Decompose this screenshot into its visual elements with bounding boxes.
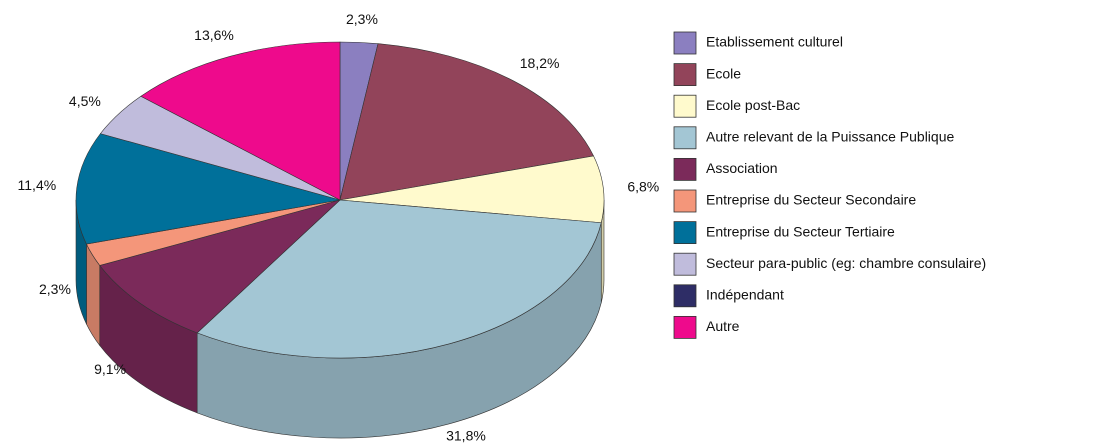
legend-label: Etablissement culturel <box>706 34 843 50</box>
legend-swatch <box>673 126 697 150</box>
slice <box>339 43 594 201</box>
data-label: 18,2% <box>520 55 560 71</box>
data-label: 13,6% <box>194 27 234 43</box>
legend-swatch <box>673 284 697 308</box>
legend-swatch <box>673 189 697 213</box>
slice <box>99 199 341 334</box>
data-label: 9,1% <box>94 361 126 377</box>
legend-label: Autre relevant de la Puissance Publique <box>706 129 954 145</box>
legend-label: Association <box>706 160 778 176</box>
legend-label: Entreprise du Secteur Tertiaire <box>706 223 895 239</box>
data-label: 2,3% <box>39 281 71 297</box>
slice <box>140 41 341 201</box>
legend-swatch <box>673 31 697 55</box>
legend-label: Ecole post-Bac <box>706 97 800 113</box>
legend-label: Indépendant <box>706 287 784 303</box>
legend-label: Secteur para-public (eg: chambre consula… <box>706 255 986 271</box>
legend-swatch <box>673 221 697 245</box>
legend-swatch <box>673 252 697 276</box>
legend-label: Ecole <box>706 65 741 81</box>
data-label: 6,8% <box>627 178 659 194</box>
legend-swatch <box>673 315 697 339</box>
legend-label: Entreprise du Secteur Secondaire <box>706 192 916 208</box>
slice <box>339 155 605 224</box>
slice <box>196 199 602 359</box>
legend-swatch <box>673 94 697 118</box>
data-label: 2,3% <box>346 11 378 27</box>
data-label: 11,4% <box>18 177 57 193</box>
data-label: 4,5% <box>69 93 101 109</box>
data-label: 31,8% <box>446 427 486 443</box>
slice <box>75 133 341 245</box>
legend-swatch <box>673 63 697 86</box>
legend-swatch <box>673 157 697 181</box>
legend-label: Autre <box>706 318 740 334</box>
